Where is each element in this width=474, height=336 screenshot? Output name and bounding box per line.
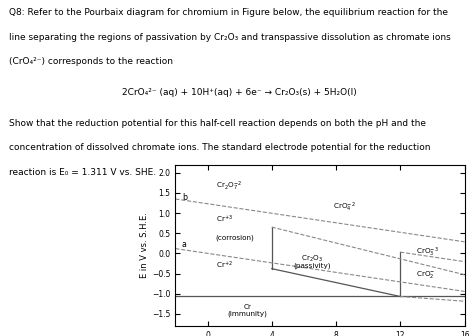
Text: concentration of dissolved chromate ions. The standard electrode potential for t: concentration of dissolved chromate ions… <box>9 143 431 152</box>
Text: (immunity): (immunity) <box>228 311 268 317</box>
Text: $\rm Cr_2O_7^{-2}$: $\rm Cr_2O_7^{-2}$ <box>216 179 242 193</box>
Text: (CrO₄²⁻) corresponds to the reaction: (CrO₄²⁻) corresponds to the reaction <box>9 57 173 66</box>
Y-axis label: E in V vs. S.H.E.: E in V vs. S.H.E. <box>140 212 149 278</box>
Text: $\rm CrO_4^{-2}$: $\rm CrO_4^{-2}$ <box>333 201 356 214</box>
Text: Q8: Refer to the Pourbaix diagram for chromium in Figure below, the equilibrium : Q8: Refer to the Pourbaix diagram for ch… <box>9 8 448 17</box>
Text: (passivity): (passivity) <box>293 262 331 269</box>
Text: $\rm Cr^{+2}$: $\rm Cr^{+2}$ <box>216 260 233 271</box>
Text: 2CrO₄²⁻ (aq) + 10H⁺(aq) + 6e⁻ → Cr₂O₃(s) + 5H₂O(l): 2CrO₄²⁻ (aq) + 10H⁺(aq) + 6e⁻ → Cr₂O₃(s)… <box>122 88 357 97</box>
Text: a: a <box>182 240 187 249</box>
Text: b: b <box>182 193 187 202</box>
Text: $\rm CrO_2^{-}$: $\rm CrO_2^{-}$ <box>416 268 436 280</box>
Text: Show that the reduction potential for this half-cell reaction depends on both th: Show that the reduction potential for th… <box>9 119 427 128</box>
Text: $\rm CrO_3^{-3}$: $\rm CrO_3^{-3}$ <box>416 245 439 259</box>
Text: $\rm Cr^{+3}$: $\rm Cr^{+3}$ <box>216 213 233 225</box>
Text: Cr: Cr <box>244 304 252 310</box>
Text: (corrosion): (corrosion) <box>216 234 254 241</box>
Text: line separating the regions of passivation by Cr₂O₃ and transpassive dissolution: line separating the regions of passivati… <box>9 33 451 42</box>
Text: $\rm Cr_2O_3$: $\rm Cr_2O_3$ <box>301 254 323 264</box>
Text: reaction is E₀ = 1.311 V vs. SHE.: reaction is E₀ = 1.311 V vs. SHE. <box>9 168 156 177</box>
